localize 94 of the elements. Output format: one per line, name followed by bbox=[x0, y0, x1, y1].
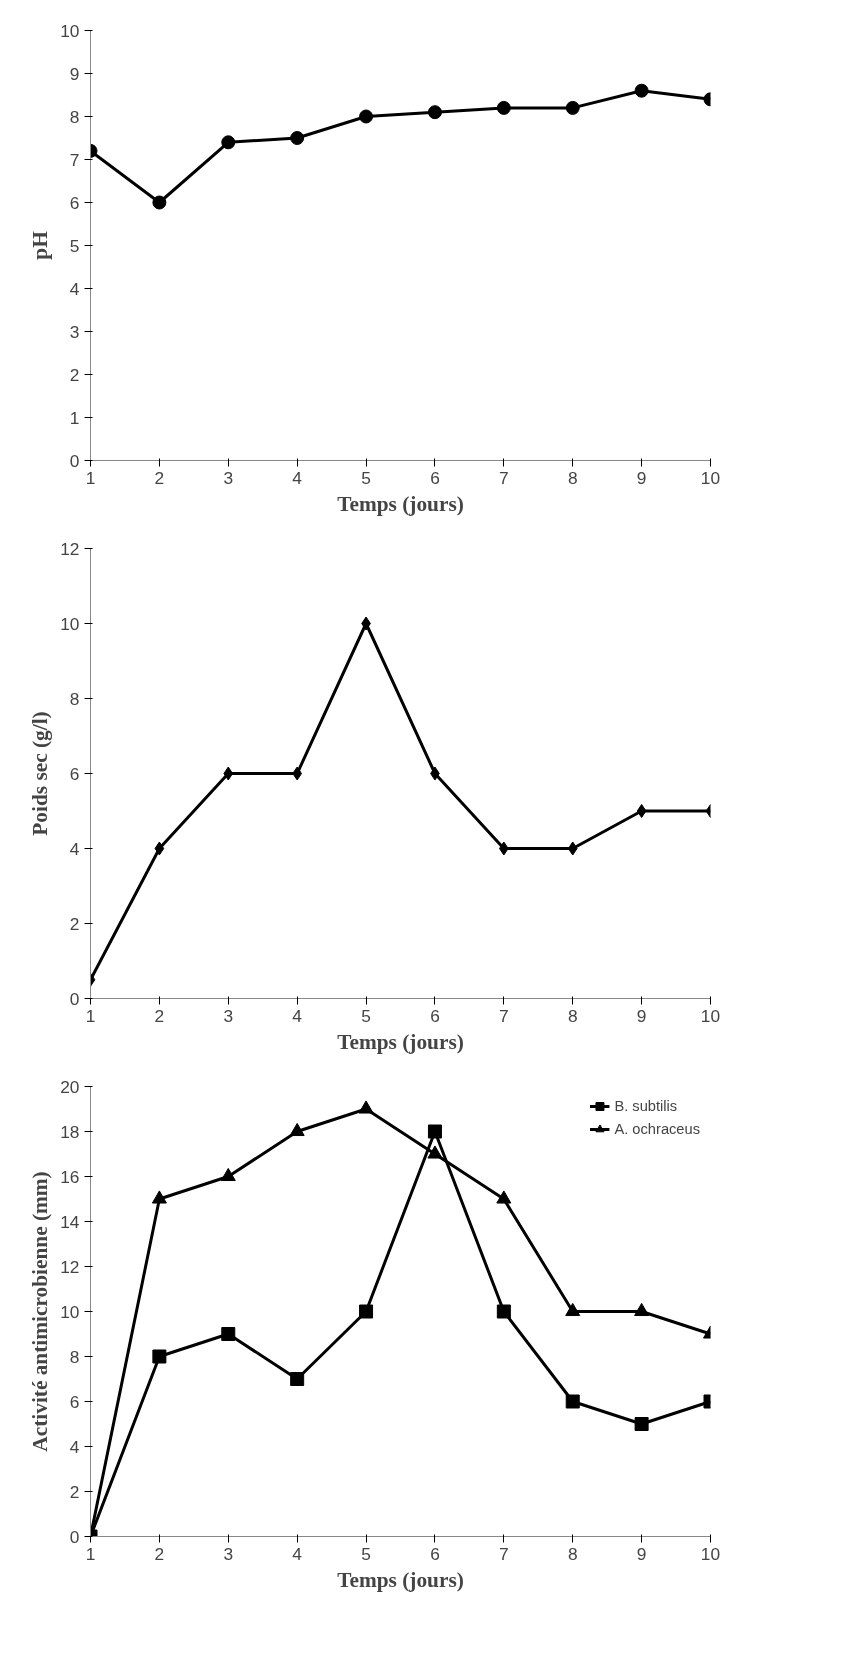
y-tick-label: 9 bbox=[69, 63, 80, 84]
x-tick-label: 1 bbox=[85, 1543, 96, 1564]
point bbox=[154, 841, 165, 856]
point bbox=[290, 1372, 305, 1386]
y-tick-label: 0 bbox=[69, 450, 80, 471]
point bbox=[152, 195, 167, 210]
x-tick-label: 6 bbox=[430, 1005, 440, 1026]
y-tick-label: 8 bbox=[69, 688, 80, 709]
y-tick-label: 0 bbox=[69, 988, 80, 1009]
x-tick-label: 7 bbox=[499, 1543, 509, 1564]
point bbox=[290, 131, 305, 145]
y-tick-label: 2 bbox=[69, 364, 80, 385]
x-tick-label: 10 bbox=[700, 467, 721, 488]
y-tick-label: 5 bbox=[69, 235, 80, 256]
point bbox=[358, 1100, 374, 1114]
y-tick-label: 8 bbox=[69, 1346, 80, 1367]
y-tick-label: 12 bbox=[60, 1256, 80, 1277]
x-tick-label: 7 bbox=[499, 1005, 509, 1026]
y-tick-label: 10 bbox=[60, 613, 80, 634]
y-axis-title: pH bbox=[28, 230, 53, 260]
x-axis-title: Temps (jours) bbox=[337, 1029, 464, 1054]
y-tick-label: 3 bbox=[69, 321, 80, 342]
point bbox=[427, 105, 442, 120]
point bbox=[359, 1304, 374, 1319]
point bbox=[359, 109, 374, 124]
y-tick-label: 2 bbox=[69, 913, 80, 934]
point bbox=[223, 766, 234, 781]
x-tick-label: 3 bbox=[223, 1005, 234, 1026]
legend-label: A. ochraceus bbox=[614, 1121, 700, 1137]
x-tick-label: 3 bbox=[223, 467, 234, 488]
y-tick-label: 4 bbox=[69, 278, 80, 299]
point bbox=[567, 841, 578, 856]
x-tick-label: 5 bbox=[361, 1543, 371, 1564]
x-tick-label: 7 bbox=[499, 467, 509, 488]
x-axis-title: Temps (jours) bbox=[337, 491, 464, 516]
point bbox=[152, 1349, 167, 1364]
x-tick-label: 4 bbox=[292, 1005, 303, 1026]
x-tick-label: 1 bbox=[85, 467, 96, 488]
y-tick-label: 0 bbox=[69, 1526, 80, 1547]
point bbox=[221, 1327, 236, 1341]
y-tick-label: 6 bbox=[69, 763, 80, 784]
point bbox=[151, 1190, 167, 1204]
x-axis-title: Temps (jours) bbox=[337, 1567, 464, 1592]
point bbox=[427, 1145, 443, 1159]
x-tick-label: 4 bbox=[292, 1543, 303, 1564]
y-tick-label: 10 bbox=[60, 20, 80, 41]
y-tick-label: 2 bbox=[69, 1481, 80, 1502]
x-tick-label: 2 bbox=[154, 1543, 165, 1564]
x-tick-label: 5 bbox=[361, 1005, 371, 1026]
point bbox=[221, 135, 236, 150]
x-tick-label: 4 bbox=[292, 467, 303, 488]
x-tick-label: 8 bbox=[567, 467, 578, 488]
x-tick-label: 6 bbox=[430, 467, 440, 488]
point bbox=[496, 1304, 511, 1319]
x-tick-label: 10 bbox=[700, 1543, 721, 1564]
point bbox=[289, 1122, 305, 1137]
x-tick-label: 2 bbox=[154, 1005, 165, 1026]
y-axis-title: Activité antimicrobienne (mm) bbox=[28, 1171, 53, 1452]
point bbox=[565, 1302, 581, 1317]
y-tick-label: 7 bbox=[69, 149, 80, 170]
point bbox=[496, 1190, 512, 1204]
x-tick-label: 6 bbox=[430, 1543, 440, 1564]
y-tick-label: 4 bbox=[69, 838, 80, 859]
point bbox=[636, 804, 647, 818]
y-tick-label: 1 bbox=[69, 407, 80, 428]
point bbox=[565, 1394, 580, 1409]
x-tick-label: 9 bbox=[636, 1005, 647, 1026]
y-tick-label: 18 bbox=[60, 1121, 80, 1142]
x-tick-label: 8 bbox=[567, 1543, 578, 1564]
x-tick-label: 8 bbox=[567, 1005, 578, 1026]
y-tick-label: 6 bbox=[69, 1391, 80, 1412]
y-tick-label: 14 bbox=[60, 1211, 80, 1232]
y-tick-label: 10 bbox=[60, 1301, 80, 1322]
x-tick-label: 5 bbox=[361, 467, 371, 488]
y-tick-label: 20 bbox=[60, 1076, 80, 1097]
y-axis-title: Poids sec (g/l) bbox=[28, 711, 53, 836]
y-tick-label: 4 bbox=[69, 1436, 80, 1457]
x-tick-label: 2 bbox=[154, 467, 165, 488]
x-tick-label: 1 bbox=[85, 1005, 96, 1026]
legend-label: B. subtilis bbox=[614, 1098, 678, 1114]
y-tick-label: 12 bbox=[60, 538, 80, 559]
x-tick-label: 9 bbox=[636, 467, 647, 488]
x-tick-label: 3 bbox=[223, 1543, 234, 1564]
x-tick-label: 9 bbox=[636, 1543, 647, 1564]
point bbox=[634, 1417, 649, 1431]
point bbox=[634, 1302, 650, 1317]
point bbox=[565, 100, 580, 115]
y-tick-label: 6 bbox=[69, 192, 80, 213]
y-tick-label: 8 bbox=[69, 106, 80, 127]
x-tick-label: 10 bbox=[700, 1005, 721, 1026]
y-tick-label: 16 bbox=[60, 1166, 80, 1187]
point bbox=[220, 1167, 236, 1182]
point bbox=[496, 100, 511, 115]
point bbox=[634, 83, 649, 98]
